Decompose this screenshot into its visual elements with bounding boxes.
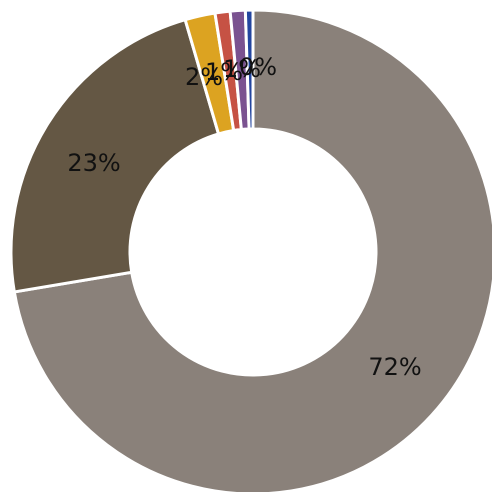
data-label-a: 72% [368,353,421,381]
data-label-d: 1% [205,58,243,86]
donut-data-labels: 72% 23% 2%1%1%0% [67,53,421,381]
data-label-f: 0% [239,53,277,81]
data-label-e: 1% [223,55,261,83]
donut-slice-f [243,8,255,131]
data-label-c: 2% [185,63,223,91]
donut-slice-a [12,8,492,492]
donut-slice-b [9,17,221,294]
data-label-b: 23% [67,149,120,177]
donut-slices [9,8,492,492]
